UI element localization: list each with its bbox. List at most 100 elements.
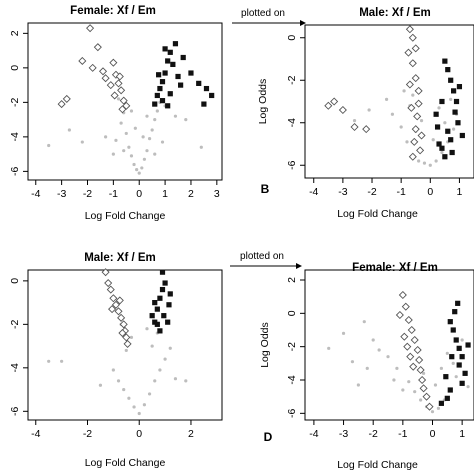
open-diamond-point xyxy=(398,290,407,300)
panel-letter-b: B xyxy=(261,182,270,196)
grey-point xyxy=(430,410,435,414)
grey-point xyxy=(147,136,152,141)
grey-point xyxy=(155,109,159,113)
open-diamond-point xyxy=(419,384,428,393)
open-diamond-point xyxy=(408,59,417,68)
filled-square-point xyxy=(442,154,448,160)
open-diamond-point xyxy=(123,339,132,348)
grey-point xyxy=(150,344,154,348)
grey-point xyxy=(153,118,157,122)
open-diamond-point xyxy=(410,137,419,146)
top-left-title: Female: Xf / Em xyxy=(70,5,156,17)
filled-square-point xyxy=(444,395,450,401)
filled-square-point xyxy=(456,362,462,368)
filled-square-point xyxy=(159,286,166,293)
grey-point xyxy=(199,145,203,149)
x-axis-label: Log Fold Change xyxy=(85,457,166,469)
open-diamond-point xyxy=(117,86,126,95)
filled-square-point xyxy=(188,70,194,76)
open-diamond-point xyxy=(111,300,120,309)
open-diamond-point xyxy=(109,294,118,303)
grey-point xyxy=(127,145,131,149)
x-axis-label: Log Fold Change xyxy=(85,210,166,222)
grey-point xyxy=(411,93,415,97)
grey-point xyxy=(327,346,331,350)
grey-point xyxy=(122,387,126,392)
grey-point xyxy=(449,97,453,101)
y-tick-label: -6 xyxy=(286,409,298,418)
open-diamond-point xyxy=(414,86,423,95)
open-diamond-point xyxy=(118,105,127,114)
filled-square-point xyxy=(167,291,173,297)
grey-point xyxy=(60,359,64,363)
open-diamond-point xyxy=(101,268,110,277)
grey-point xyxy=(377,348,381,352)
open-diamond-point xyxy=(109,58,118,67)
filled-square-point xyxy=(203,85,210,92)
filled-square-point xyxy=(443,374,449,380)
filled-square-point xyxy=(434,124,441,130)
filled-square-point xyxy=(433,111,439,117)
grey-point xyxy=(127,396,131,400)
grey-point xyxy=(67,128,71,132)
open-diamond-point xyxy=(416,146,425,155)
grey-point xyxy=(341,331,346,335)
grey-point xyxy=(417,159,421,163)
grey-point xyxy=(98,383,103,387)
y-tick-label: -2 xyxy=(286,75,298,84)
grey-point xyxy=(390,112,395,116)
bottom-arrow-label: plotted on xyxy=(240,251,284,262)
grey-point xyxy=(184,379,188,383)
filled-square-point xyxy=(172,41,179,47)
grey-point xyxy=(392,378,396,382)
filled-square-point xyxy=(196,80,202,86)
grey-point xyxy=(399,125,403,129)
filled-square-point xyxy=(447,387,453,393)
grey-point xyxy=(460,338,464,342)
filled-square-point xyxy=(166,302,172,308)
y-tick-label: 2 xyxy=(9,30,21,36)
x-axis-label: Log Fold Change xyxy=(337,459,418,471)
grey-point xyxy=(142,403,146,407)
grey-point xyxy=(104,135,108,139)
open-diamond-point xyxy=(413,112,422,121)
grey-point xyxy=(111,368,115,372)
x-tick-label: -1 xyxy=(396,186,405,198)
filled-square-point xyxy=(156,72,162,78)
grey-point xyxy=(47,359,51,363)
open-diamond-point xyxy=(414,99,423,108)
filled-square-point xyxy=(459,132,465,139)
grey-point xyxy=(140,166,144,170)
grey-point xyxy=(413,390,417,394)
filled-square-point xyxy=(452,309,458,315)
y-tick-label: -6 xyxy=(286,160,298,169)
grey-point xyxy=(116,379,121,383)
grey-point xyxy=(386,355,390,359)
x-tick-label: -3 xyxy=(338,186,347,198)
open-diamond-point xyxy=(425,402,434,411)
bottom-left-volcano-plot: -4 -2 0 2 0 -2 -4 -6 Log Fold Change xyxy=(9,268,223,469)
plot-frame xyxy=(304,24,474,179)
open-diamond-point xyxy=(405,25,414,34)
filled-square-point xyxy=(159,269,166,275)
filled-square-point xyxy=(449,354,455,360)
grey-point xyxy=(153,152,157,156)
grey-point xyxy=(352,119,357,123)
open-diamond-point xyxy=(409,362,418,371)
open-diamond-point xyxy=(98,67,108,76)
open-diamond-point xyxy=(408,33,417,42)
open-diamond-point xyxy=(101,74,110,83)
filled-square-point xyxy=(162,46,168,52)
y-tick-label: 0 xyxy=(9,65,21,71)
grey-point xyxy=(436,406,441,410)
open-diamond-point xyxy=(114,79,123,88)
grey-point xyxy=(431,138,435,142)
open-diamond-point xyxy=(410,335,419,345)
y-tick-label: -4 xyxy=(9,132,21,141)
filled-square-point xyxy=(159,98,166,104)
open-diamond-point xyxy=(118,329,127,338)
y-tick-label: -6 xyxy=(9,406,21,415)
open-diamond-point xyxy=(330,97,339,106)
open-diamond-point xyxy=(106,81,115,90)
open-diamond-point xyxy=(404,315,413,325)
